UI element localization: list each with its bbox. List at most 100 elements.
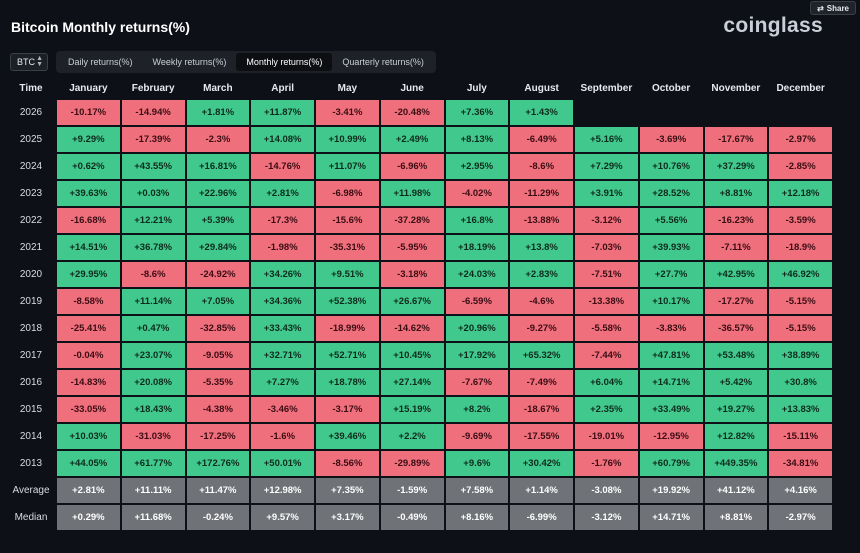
coin-select[interactable]: BTC ▲ ▼ [10,53,48,71]
return-cell: +9.6% [444,450,510,477]
return-cell: +22.96% [185,180,251,207]
return-cell: +5.42% [703,369,769,396]
return-cell: +8.13% [444,126,510,153]
row-year-label: 2024 [19,161,43,172]
return-cell: +5.39% [185,207,251,234]
return-cell: -24.92% [185,261,251,288]
row-year-label: 2022 [19,215,43,226]
row-year-label: 2020 [19,269,43,280]
return-cell: +37.29% [703,153,769,180]
return-cell: -9.69% [444,423,510,450]
return-cell: +18.43% [120,396,186,423]
return-cell: -36.57% [703,315,769,342]
return-cell: -3.41% [315,99,380,126]
return-cell: -3.12% [574,207,639,234]
return-cell: +8.2% [444,396,510,423]
return-cell: +0.62% [56,153,121,180]
column-header-july: July [466,82,487,94]
return-cell [703,99,769,126]
return-cell: -18.67% [509,396,574,423]
return-cell: +20.96% [444,315,510,342]
return-cell: +33.43% [250,315,315,342]
return-cell: -5.35% [185,369,251,396]
return-cell: -14.83% [56,369,121,396]
return-cell: +2.83% [509,261,574,288]
return-cell: -3.17% [315,396,380,423]
return-cell: +27.14% [379,369,445,396]
return-cell: -35.31% [315,234,380,261]
return-cell: +0.03% [120,180,186,207]
tab-daily-returns[interactable]: Daily returns(%) [68,57,133,67]
return-cell: +11.98% [379,180,445,207]
return-cell: -31.03% [120,423,186,450]
share-button[interactable]: ⇄ Share [810,1,856,15]
return-cell: -8.6% [120,261,186,288]
summary-label: Average [12,485,50,496]
returns-period-tabs: Daily returns(%) Weekly returns(%) Month… [56,51,436,73]
return-cell: -1.76% [574,450,639,477]
return-cell: +9.29% [56,126,121,153]
return-cell: -20.48% [379,99,445,126]
return-cell: -3.46% [250,396,315,423]
return-cell: -1.6% [250,423,315,450]
return-cell: +6.04% [574,369,639,396]
return-cell: -13.38% [574,288,639,315]
tab-monthly-returns[interactable]: Monthly returns(%) [236,53,333,71]
column-header-june: June [400,82,424,94]
return-cell: -7.03% [574,234,639,261]
column-header-may: May [337,82,358,94]
return-cell: +10.03% [56,423,121,450]
column-header-october: October [651,82,691,94]
tab-weekly-returns[interactable]: Weekly returns(%) [152,57,227,67]
return-cell: +18.19% [444,234,510,261]
return-cell: -7.67% [444,369,510,396]
return-cell: +2.35% [574,396,639,423]
return-cell: -17.3% [250,207,315,234]
return-cell: +14.51% [56,234,121,261]
summary-cell: -0.49% [379,504,445,531]
return-cell: +29.84% [185,234,251,261]
return-cell: +47.81% [638,342,704,369]
return-cell: -8.6% [509,153,574,180]
return-cell: +60.79% [638,450,704,477]
return-cell: -2.3% [185,126,251,153]
tab-quarterly-returns[interactable]: Quarterly returns(%) [342,57,424,67]
return-cell: +1.81% [185,99,251,126]
summary-cell: +11.11% [120,477,186,504]
summary-cell: +11.47% [185,477,251,504]
brand-logo: coinglass [723,14,823,37]
return-cell: +11.07% [315,153,380,180]
summary-cell: +19.92% [638,477,704,504]
column-header-december: December [776,82,825,94]
row-year-label: 2026 [19,107,43,118]
summary-cell: +0.29% [56,504,121,531]
return-cell: -37.28% [379,207,445,234]
return-cell: -17.39% [120,126,186,153]
return-cell: +39.93% [638,234,704,261]
return-cell: -8.58% [56,288,121,315]
return-cell: +12.82% [703,423,769,450]
return-cell: -5.15% [768,315,833,342]
return-cell: +17.92% [444,342,510,369]
return-cell: -3.59% [768,207,833,234]
return-cell: +46.92% [768,261,833,288]
share-icon: ⇄ [817,3,824,13]
column-header-january: January [69,82,108,94]
return-cell: +34.36% [250,288,315,315]
summary-label: Median [14,512,48,523]
return-cell: -1.98% [250,234,315,261]
return-cell: -7.49% [509,369,574,396]
return-cell: +18.78% [315,369,380,396]
return-cell: -25.41% [56,315,121,342]
return-cell: -2.97% [768,126,833,153]
row-year-label: 2019 [19,296,43,307]
summary-cell: +7.58% [444,477,510,504]
return-cell: +27.7% [638,261,704,288]
return-cell: +44.05% [56,450,121,477]
return-cell: -15.11% [768,423,833,450]
return-cell: +13.8% [509,234,574,261]
summary-cell: -0.24% [185,504,251,531]
summary-cell: +2.81% [56,477,121,504]
row-year-label: 2016 [19,377,43,388]
return-cell: +28.52% [638,180,704,207]
